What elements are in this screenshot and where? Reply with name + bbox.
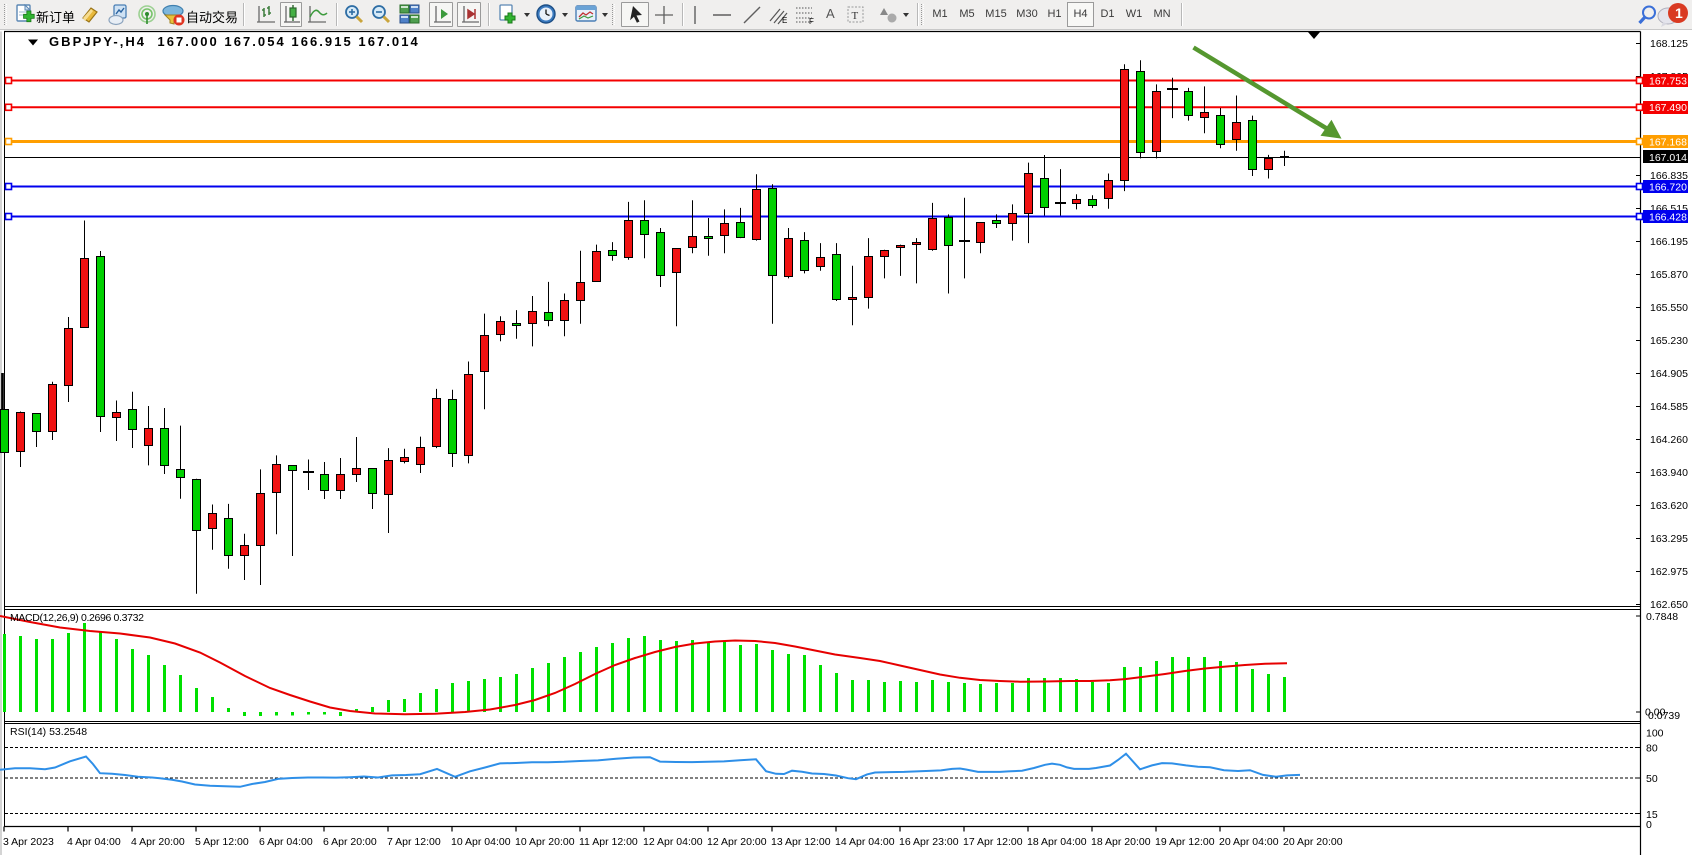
- svg-text:164.260: 164.260: [1650, 434, 1688, 446]
- svg-text:T: T: [852, 10, 859, 22]
- svg-text:20 Apr 04:00: 20 Apr 04:00: [1219, 836, 1279, 848]
- svg-text:162.650: 162.650: [1650, 599, 1688, 611]
- svg-text:RSI(14) 53.2548: RSI(14) 53.2548: [10, 726, 87, 738]
- svg-text:5 Apr 12:00: 5 Apr 12:00: [195, 836, 249, 848]
- svg-text:166.720: 166.720: [1649, 181, 1687, 193]
- svg-text:18 Apr 20:00: 18 Apr 20:00: [1091, 836, 1151, 848]
- svg-text:163.295: 163.295: [1650, 533, 1688, 545]
- svg-text:167.014: 167.014: [1649, 152, 1687, 164]
- svg-text:1: 1: [1675, 5, 1683, 21]
- svg-text:15: 15: [1646, 809, 1658, 821]
- svg-text:0.7848: 0.7848: [1646, 611, 1678, 623]
- svg-text:F: F: [809, 17, 814, 25]
- svg-text:100: 100: [1646, 728, 1664, 740]
- svg-text:10 Apr 20:00: 10 Apr 20:00: [515, 836, 575, 848]
- svg-text:165.550: 165.550: [1650, 302, 1688, 314]
- svg-text:166.428: 166.428: [1649, 211, 1687, 223]
- svg-text:6 Apr 04:00: 6 Apr 04:00: [259, 836, 313, 848]
- svg-text:50: 50: [1646, 773, 1658, 785]
- svg-text:164.585: 164.585: [1650, 401, 1688, 413]
- svg-text:167.753: 167.753: [1649, 75, 1687, 87]
- svg-text:164.905: 164.905: [1650, 368, 1688, 380]
- svg-text:17 Apr 12:00: 17 Apr 12:00: [963, 836, 1023, 848]
- svg-text:165.230: 165.230: [1650, 335, 1688, 347]
- svg-text:19 Apr 12:00: 19 Apr 12:00: [1155, 836, 1215, 848]
- svg-text:MACD(12,26,9) 0.2696 0.3732: MACD(12,26,9) 0.2696 0.3732: [10, 612, 144, 624]
- svg-text:10 Apr 04:00: 10 Apr 04:00: [451, 836, 511, 848]
- svg-text:4 Apr 20:00: 4 Apr 20:00: [131, 836, 185, 848]
- svg-text:E: E: [782, 16, 787, 25]
- svg-text:20 Apr 20:00: 20 Apr 20:00: [1283, 836, 1343, 848]
- svg-text:162.975: 162.975: [1650, 566, 1688, 578]
- svg-text:166.195: 166.195: [1650, 236, 1688, 248]
- svg-text:167.168: 167.168: [1649, 136, 1687, 148]
- svg-text:16 Apr 23:00: 16 Apr 23:00: [899, 836, 959, 848]
- svg-text:166.835: 166.835: [1650, 170, 1688, 182]
- svg-text:0.00: 0.00: [1645, 707, 1666, 719]
- svg-text:80: 80: [1646, 743, 1658, 755]
- svg-text:163.940: 163.940: [1650, 467, 1688, 479]
- svg-text:11 Apr 12:00: 11 Apr 12:00: [579, 836, 638, 848]
- svg-text:7 Apr 12:00: 7 Apr 12:00: [387, 836, 441, 848]
- svg-text:18 Apr 04:00: 18 Apr 04:00: [1027, 836, 1087, 848]
- svg-text:GBPJPY-,H4 167.000 167.054 16: GBPJPY-,H4 167.000 167.054 166.915 167.0…: [49, 34, 420, 49]
- svg-text:0.0739: 0.0739: [1648, 710, 1680, 722]
- svg-text:12 Apr 20:00: 12 Apr 20:00: [707, 836, 767, 848]
- svg-text:167.490: 167.490: [1649, 102, 1687, 114]
- svg-text:6 Apr 20:00: 6 Apr 20:00: [323, 836, 377, 848]
- svg-text:0: 0: [1646, 819, 1652, 831]
- svg-text:12 Apr 04:00: 12 Apr 04:00: [643, 836, 703, 848]
- svg-text:165.870: 165.870: [1650, 269, 1688, 281]
- svg-text:163.620: 163.620: [1650, 500, 1688, 512]
- svg-text:168.125: 168.125: [1650, 38, 1688, 50]
- svg-text:13 Apr 12:00: 13 Apr 12:00: [771, 836, 831, 848]
- svg-text:3 Apr 2023: 3 Apr 2023: [3, 836, 54, 848]
- svg-text:14 Apr 04:00: 14 Apr 04:00: [835, 836, 895, 848]
- svg-text:4 Apr 04:00: 4 Apr 04:00: [67, 836, 121, 848]
